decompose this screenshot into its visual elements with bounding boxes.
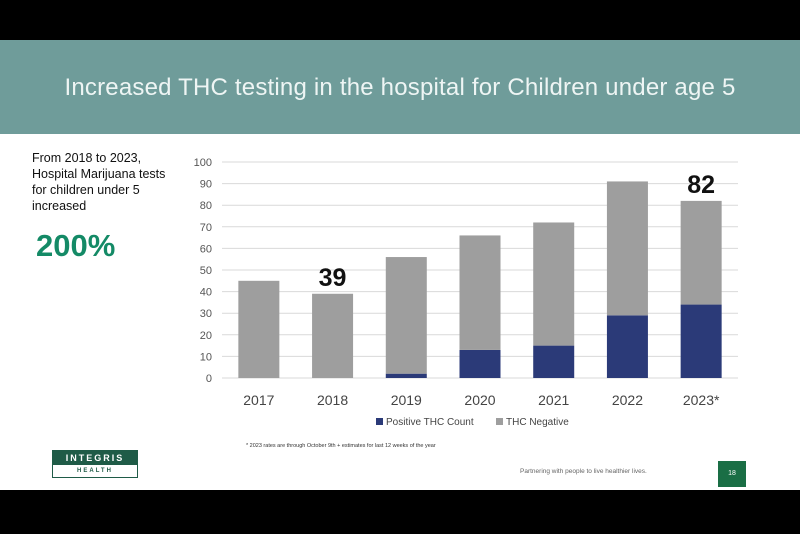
tagline: Partnering with people to live healthier… [520, 468, 647, 475]
title-bar: Increased THC testing in the hospital fo… [0, 40, 800, 134]
y-tick-label: 80 [200, 200, 212, 212]
legend-swatch [496, 418, 503, 425]
legend-label: Positive THC Count [386, 417, 474, 428]
bar-negative-2017 [238, 280, 280, 378]
bar-positive-2019 [385, 373, 427, 378]
y-tick-label: 10 [200, 351, 212, 363]
bar-positive-2020 [459, 349, 501, 378]
bar-positive-2021 [533, 345, 575, 378]
y-tick-label: 70 [200, 222, 212, 234]
x-tick-label: 2023* [683, 392, 720, 408]
stacked-bar-chart: 0 10 20 30 40 50 60 70 80 90 100 2017 2018 39 2019 2020… [194, 157, 738, 428]
x-tick-label: 2021 [538, 392, 569, 408]
legend-label: THC Negative [506, 417, 569, 428]
legend-swatch [376, 418, 383, 425]
logo-text-top: INTEGRIS [53, 451, 137, 465]
data-label: 82 [687, 171, 715, 199]
bar-positive-2022 [606, 315, 648, 378]
y-tick-label: 90 [200, 179, 212, 191]
x-tick-label: 2018 [317, 392, 348, 408]
y-tick-label: 0 [206, 373, 212, 385]
y-tick-label: 100 [194, 157, 212, 169]
x-tick-label: 2020 [464, 392, 495, 408]
logo-text-bottom: HEALTH [77, 468, 113, 474]
integris-health-logo: INTEGRIS HEALTH [52, 450, 138, 478]
slide: Increased THC testing in the hospital fo… [0, 40, 800, 490]
data-label: 39 [319, 264, 347, 292]
x-tick-label: 2017 [243, 392, 274, 408]
bar-negative-2019 [385, 257, 427, 374]
bar-negative-2022 [606, 181, 648, 316]
y-tick-label: 50 [200, 265, 212, 277]
y-tick-label: 60 [200, 243, 212, 255]
bar-negative-2018 [312, 293, 354, 378]
summary-text: From 2018 to 2023, Hospital Marijuana te… [32, 151, 166, 213]
y-tick-label: 20 [200, 330, 212, 342]
x-tick-label: 2019 [391, 392, 422, 408]
bar-negative-2020 [459, 235, 501, 350]
slide-title: Increased THC testing in the hospital fo… [64, 74, 736, 101]
footnote: * 2023 rates are through October 9th + e… [246, 443, 436, 449]
y-tick-label: 40 [200, 287, 212, 299]
percent-increase: 200% [36, 228, 116, 263]
x-tick-label: 2022 [612, 392, 643, 408]
bar-negative-2021 [533, 222, 575, 346]
y-tick-label: 30 [200, 308, 212, 320]
bar-positive-2023 [680, 304, 722, 378]
page-number: 18 [718, 461, 746, 487]
bar-negative-2023 [680, 200, 722, 305]
